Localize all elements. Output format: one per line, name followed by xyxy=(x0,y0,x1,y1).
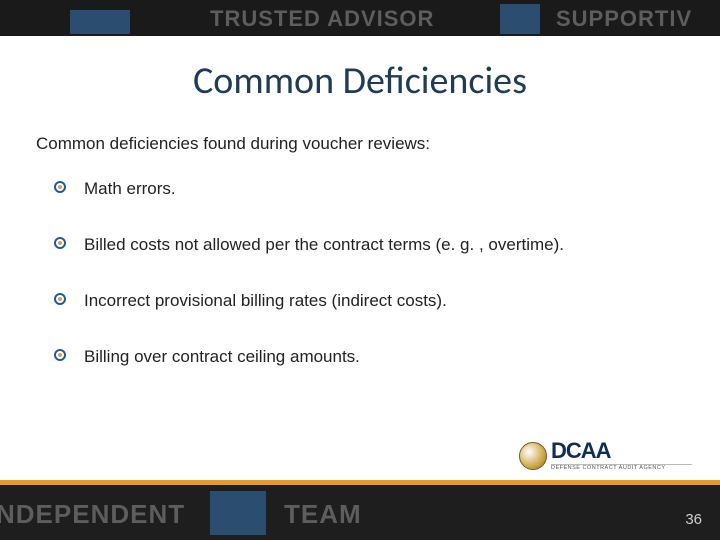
bullet-text: Billed costs not allowed per the contrac… xyxy=(84,234,564,256)
bullet-list: Math errors. Billed costs not allowed pe… xyxy=(54,178,674,402)
list-item: Billing over contract ceiling amounts. xyxy=(54,346,674,368)
logo-text: DCAA DEFENSE CONTRACT AUDIT AGENCY xyxy=(551,440,692,472)
logo-acronym: DCAA xyxy=(551,440,692,462)
banner-word-trusted-advisor: TRUSTED ADVISOR xyxy=(210,6,434,32)
banner-accent-block xyxy=(500,4,540,34)
banner-word-supportive: SUPPORTIV xyxy=(556,6,692,32)
slide-title: Common Deficiencies xyxy=(0,58,720,104)
page-number: 36 xyxy=(685,511,702,528)
banner-accent-block xyxy=(70,10,130,34)
slide: TRUSTED ADVISOR SUPPORTIV Common Deficie… xyxy=(0,0,720,540)
bullet-icon xyxy=(54,181,66,193)
bullet-text: Math errors. xyxy=(84,178,176,200)
bullet-icon xyxy=(54,349,66,361)
bullet-icon xyxy=(54,237,66,249)
banner-word-team: TEAM xyxy=(284,499,362,530)
bullet-icon xyxy=(54,293,66,305)
list-item: Incorrect provisional billing rates (ind… xyxy=(54,290,674,312)
list-item: Math errors. xyxy=(54,178,674,200)
logo-seal-icon xyxy=(519,442,547,470)
banner-word-independent: NDEPENDENT xyxy=(0,499,185,530)
top-banner: TRUSTED ADVISOR SUPPORTIV xyxy=(0,0,720,36)
banner-accent-block xyxy=(210,491,266,535)
bullet-text: Incorrect provisional billing rates (ind… xyxy=(84,290,447,312)
list-item: Billed costs not allowed per the contrac… xyxy=(54,234,674,256)
dcaa-logo: DCAA DEFENSE CONTRACT AUDIT AGENCY xyxy=(519,440,692,472)
logo-subtitle: DEFENSE CONTRACT AUDIT AGENCY xyxy=(551,466,692,472)
intro-text: Common deficiencies found during voucher… xyxy=(36,134,430,154)
bullet-text: Billing over contract ceiling amounts. xyxy=(84,346,360,368)
bottom-banner: NDEPENDENT TEAM xyxy=(0,485,720,540)
